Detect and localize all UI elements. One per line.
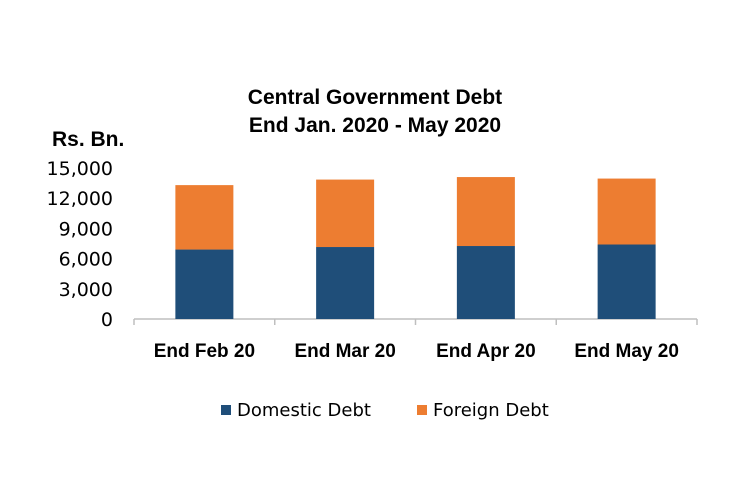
x-category-label: End Feb 20 bbox=[154, 341, 255, 362]
y-tick-label: 3,000 bbox=[59, 279, 113, 301]
bar-domestic-debt bbox=[456, 246, 515, 319]
x-category-label: End Apr 20 bbox=[436, 341, 536, 362]
bar-foreign-debt bbox=[175, 185, 234, 250]
bar-foreign-debt bbox=[597, 178, 656, 245]
y-axis-unit-label: Rs. Bn. bbox=[52, 128, 124, 151]
legend-swatch-foreign bbox=[417, 405, 427, 415]
y-tick-label: 12,000 bbox=[47, 188, 113, 210]
y-tick-label: 9,000 bbox=[59, 218, 113, 240]
legend-label-domestic: Domestic Debt bbox=[237, 400, 371, 421]
bar-foreign-debt bbox=[316, 179, 375, 248]
plot-area: 0 3,000 6,000 9,000 12,000 15,000 End Feb 20 En… bbox=[47, 158, 698, 362]
legend-swatch-domestic bbox=[221, 405, 231, 415]
x-category-label: End Mar 20 bbox=[294, 341, 395, 362]
y-tick-label: 0 bbox=[101, 309, 113, 331]
chart-title-line-2: End Jan. 2020 - May 2020 bbox=[249, 114, 501, 137]
bar-domestic-debt bbox=[597, 244, 656, 319]
y-tick-label: 6,000 bbox=[59, 249, 113, 271]
bar-domestic-debt bbox=[175, 249, 234, 319]
y-tick-label: 15,000 bbox=[47, 158, 113, 180]
x-category-label: End May 20 bbox=[574, 341, 679, 362]
bar-domestic-debt bbox=[316, 247, 375, 319]
legend-label-foreign: Foreign Debt bbox=[433, 400, 549, 421]
chart-title-line-1: Central Government Debt bbox=[248, 86, 502, 109]
legend: Domestic Debt Foreign Debt bbox=[221, 400, 549, 421]
bar-foreign-debt bbox=[456, 177, 515, 247]
